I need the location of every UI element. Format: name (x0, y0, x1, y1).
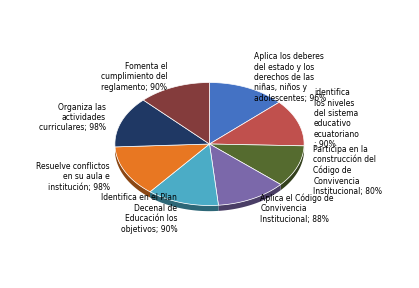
Polygon shape (281, 146, 304, 190)
Text: Aplica el Código de
Convivencia
Institucional; 88%: Aplica el Código de Convivencia Instituc… (260, 194, 334, 224)
Text: Aplica los deberes
del estado y los
derechos de las
niñas, niños y
adolescentes;: Aplica los deberes del estado y los dere… (254, 52, 326, 103)
Text: identifica
los niveles
del sistema
educativo
ecuatoriano
; 90%: identifica los niveles del sistema educa… (314, 88, 360, 149)
Text: Resuelve conflictos
en su aula e
institución; 98%: Resuelve conflictos en su aula e institu… (36, 162, 110, 192)
Text: Organiza las
actividades
curriculares; 98%: Organiza las actividades curriculares; 9… (39, 103, 106, 132)
Polygon shape (210, 102, 304, 146)
Polygon shape (115, 144, 210, 192)
Text: Fomenta el
cumplimiento del
reglamento; 90%: Fomenta el cumplimiento del reglamento; … (101, 62, 167, 92)
Text: Participa en la
construcción del
Código de
Convivencia
Institucional; 80%: Participa en la construcción del Código … (313, 145, 383, 196)
Polygon shape (210, 83, 279, 144)
Polygon shape (115, 147, 150, 198)
Polygon shape (218, 185, 281, 211)
Text: Identifica en el Plan
Decenal de
Educación los
objetivos; 90%: Identifica en el Plan Decenal de Educaci… (101, 193, 177, 234)
Polygon shape (143, 83, 210, 144)
Polygon shape (150, 192, 218, 211)
Polygon shape (210, 144, 304, 185)
Polygon shape (150, 144, 218, 205)
Polygon shape (210, 144, 281, 205)
Polygon shape (115, 100, 210, 147)
